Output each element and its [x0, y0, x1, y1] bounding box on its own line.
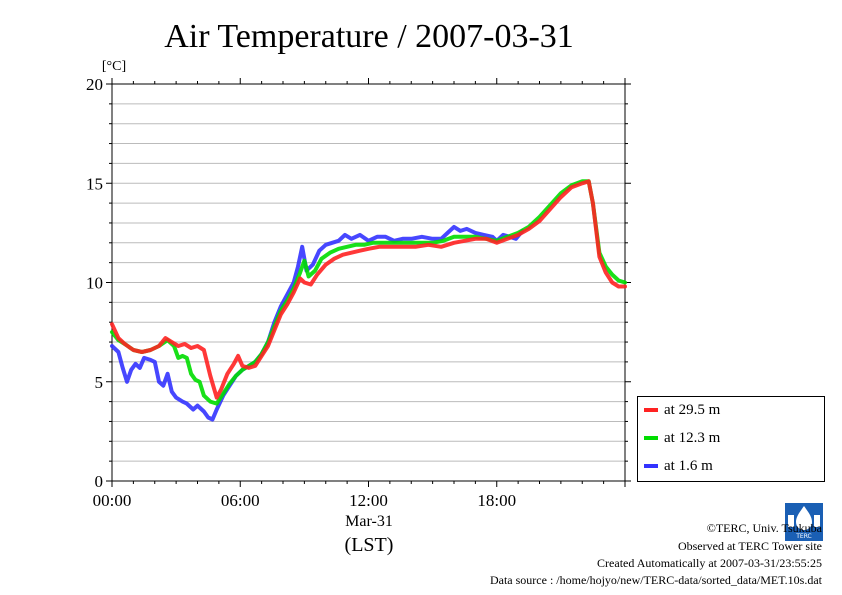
series-line [110, 179, 627, 400]
y-tick-label: 5 [95, 373, 104, 392]
x-axis-date-label: Mar-31 [345, 513, 393, 530]
legend-label: at 1.6 m [664, 457, 713, 474]
legend-item: at 1.6 m [644, 456, 713, 476]
y-axis: 0 5 10 15 20 [86, 75, 631, 491]
x-tick-label: 12:00 [349, 491, 388, 510]
x-axis: 00:00 06:00 12:00 18:00 [93, 78, 626, 510]
terc-logo-icon: TERC [785, 503, 823, 541]
y-tick-label: 0 [95, 472, 104, 491]
legend-label: at 12.3 m [664, 429, 721, 446]
footer-copyright: ©TERC, Univ. Tsukuba [706, 521, 822, 535]
legend-swatch [644, 436, 658, 440]
legend-swatch [644, 464, 658, 468]
legend-swatch [644, 408, 658, 412]
x-tick-label: 18:00 [477, 491, 516, 510]
x-tick-label: 06:00 [221, 491, 260, 510]
chart-title: Air Temperature / 2007-03-31 [164, 18, 574, 55]
svg-text:TERC: TERC [795, 533, 812, 540]
y-tick-label: 10 [86, 274, 103, 293]
y-tick-label: 15 [86, 174, 103, 193]
footer-source: Data source : /home/hojyo/new/TERC-data/… [489, 573, 822, 587]
legend-label: at 29.5 m [664, 401, 721, 418]
series-line [110, 224, 525, 422]
y-axis-label: [°C] [102, 59, 126, 74]
footer-created: Created Automatically at 2007-03-31/23:5… [597, 556, 822, 570]
series-line [110, 179, 627, 406]
y-tick-label: 20 [86, 75, 103, 94]
legend-item: at 29.5 m [644, 400, 720, 420]
footer-observed: Observed at TERC Tower site [677, 539, 822, 553]
x-axis-zone-label: (LST) [345, 534, 394, 556]
legend: at 29.5 m at 12.3 m at 1.6 m [637, 396, 825, 482]
series-group [110, 179, 627, 422]
x-tick-label: 00:00 [93, 491, 132, 510]
legend-item: at 12.3 m [644, 428, 720, 448]
